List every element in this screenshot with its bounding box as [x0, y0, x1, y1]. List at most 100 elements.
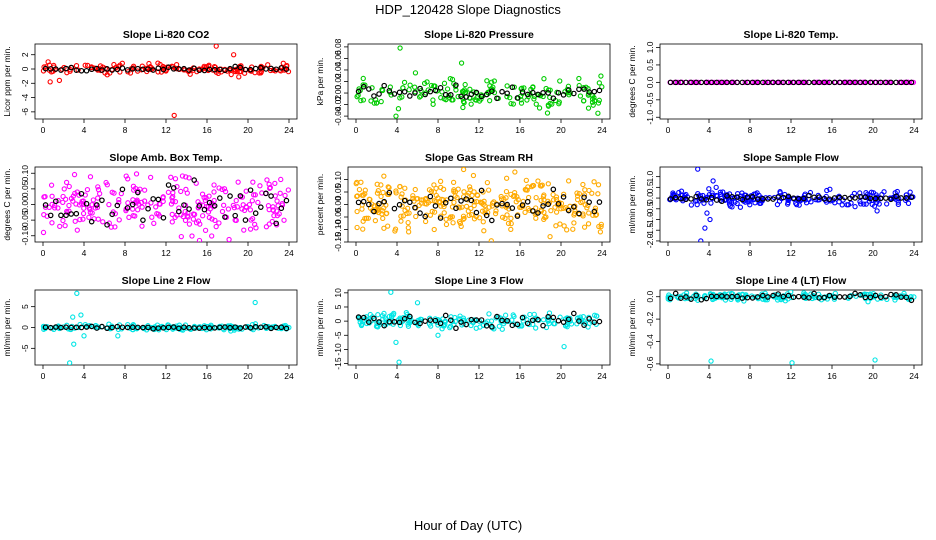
x-tick-label: 4 — [707, 125, 712, 135]
data-point — [503, 188, 510, 195]
average-point — [150, 67, 156, 73]
y-tick-label: -1.0 — [645, 212, 655, 227]
average-point — [698, 296, 705, 303]
average-point — [898, 195, 904, 201]
average-point — [145, 66, 151, 72]
panel-sample: Slope Sample Flow ml/min per min. 0 4 8 12 16 2… — [627, 152, 923, 258]
data-point — [590, 102, 596, 108]
data-point — [561, 191, 567, 197]
data-point — [246, 201, 253, 208]
data-point — [543, 214, 549, 220]
data-point — [109, 189, 115, 195]
data-point — [115, 326, 121, 333]
data-point — [81, 205, 87, 211]
average-point — [278, 205, 285, 212]
average-point — [908, 297, 915, 304]
page-title: HDP_120428 Slope Diagnostics — [375, 2, 561, 17]
data-point — [42, 193, 48, 200]
y-tick-label: 0.00 — [20, 196, 30, 213]
data-point — [466, 212, 472, 219]
panel-line4: Slope Line 4 (LT) Flow ml/min per min. 0 4 8… — [627, 275, 923, 381]
data-point — [80, 216, 86, 222]
average-point — [68, 211, 74, 217]
data-point — [553, 223, 559, 229]
x-tick-label: 12 — [474, 371, 484, 381]
data-point — [407, 82, 413, 88]
data-point — [582, 187, 588, 193]
panel-title: Slope Li-820 Pressure — [424, 29, 534, 41]
y-tick-label: -10 — [333, 343, 343, 356]
average-point — [565, 87, 572, 93]
data-point — [596, 223, 602, 230]
average-point — [206, 325, 213, 331]
average-point — [535, 91, 541, 98]
data-point — [696, 79, 702, 86]
average-point — [571, 203, 577, 210]
data-point — [549, 317, 555, 323]
data-point — [589, 99, 596, 105]
y-tick-label: 0.02 — [333, 73, 343, 90]
average-point — [124, 67, 131, 73]
data-point — [75, 324, 82, 331]
data-point — [86, 205, 92, 211]
average-point — [386, 318, 393, 325]
average-point — [862, 79, 869, 86]
average-point — [540, 203, 546, 209]
average-point — [417, 85, 423, 92]
y-axis-label: ml/min per min. — [627, 298, 637, 356]
data-point — [204, 66, 210, 73]
average-point — [739, 196, 746, 203]
average-point — [898, 79, 904, 86]
outlier-point — [702, 225, 708, 231]
average-point — [181, 202, 187, 208]
average-point — [560, 319, 567, 325]
data-point — [277, 190, 283, 196]
data-point — [545, 181, 551, 187]
average-point — [473, 89, 480, 96]
x-tick-label: 20 — [243, 125, 253, 135]
data-point — [280, 324, 287, 331]
data-point — [694, 201, 700, 208]
data-point — [106, 201, 112, 208]
average-point — [862, 294, 869, 301]
data-point — [209, 216, 215, 222]
data-point — [421, 80, 428, 87]
average-point — [422, 318, 428, 324]
data-point — [758, 200, 764, 206]
data-point — [463, 203, 470, 210]
data-point — [471, 199, 477, 205]
x-tick-label: 4 — [82, 248, 87, 258]
data-point — [688, 202, 695, 208]
data-point — [581, 224, 588, 230]
average-point — [530, 89, 536, 96]
average-point — [519, 89, 526, 95]
data-point — [483, 320, 489, 326]
data-point — [547, 100, 553, 107]
average-point — [831, 79, 838, 86]
average-point — [806, 192, 812, 199]
average-point — [703, 295, 710, 302]
x-tick-label: 12 — [474, 248, 484, 258]
data-point — [395, 106, 402, 112]
average-point — [376, 200, 382, 207]
average-point — [468, 316, 475, 323]
average-point — [155, 325, 162, 331]
data-point — [866, 198, 873, 204]
data-point — [905, 200, 912, 206]
data-point — [202, 227, 209, 233]
x-tick-label: 0 — [666, 125, 671, 135]
data-point — [598, 223, 604, 230]
x-tick-label: 8 — [123, 371, 128, 381]
x-tick-label: 0 — [354, 371, 359, 381]
average-point — [201, 206, 208, 213]
average-point — [232, 63, 238, 70]
data-point — [354, 208, 360, 215]
data-point — [895, 199, 901, 205]
average-point — [263, 190, 269, 197]
y-tick-label: 0.5 — [645, 59, 655, 71]
panel-title: Slope Line 4 (LT) Flow — [736, 275, 847, 287]
average-point — [366, 86, 372, 92]
data-point — [60, 193, 66, 200]
data-point — [428, 82, 435, 89]
average-point — [519, 314, 526, 321]
